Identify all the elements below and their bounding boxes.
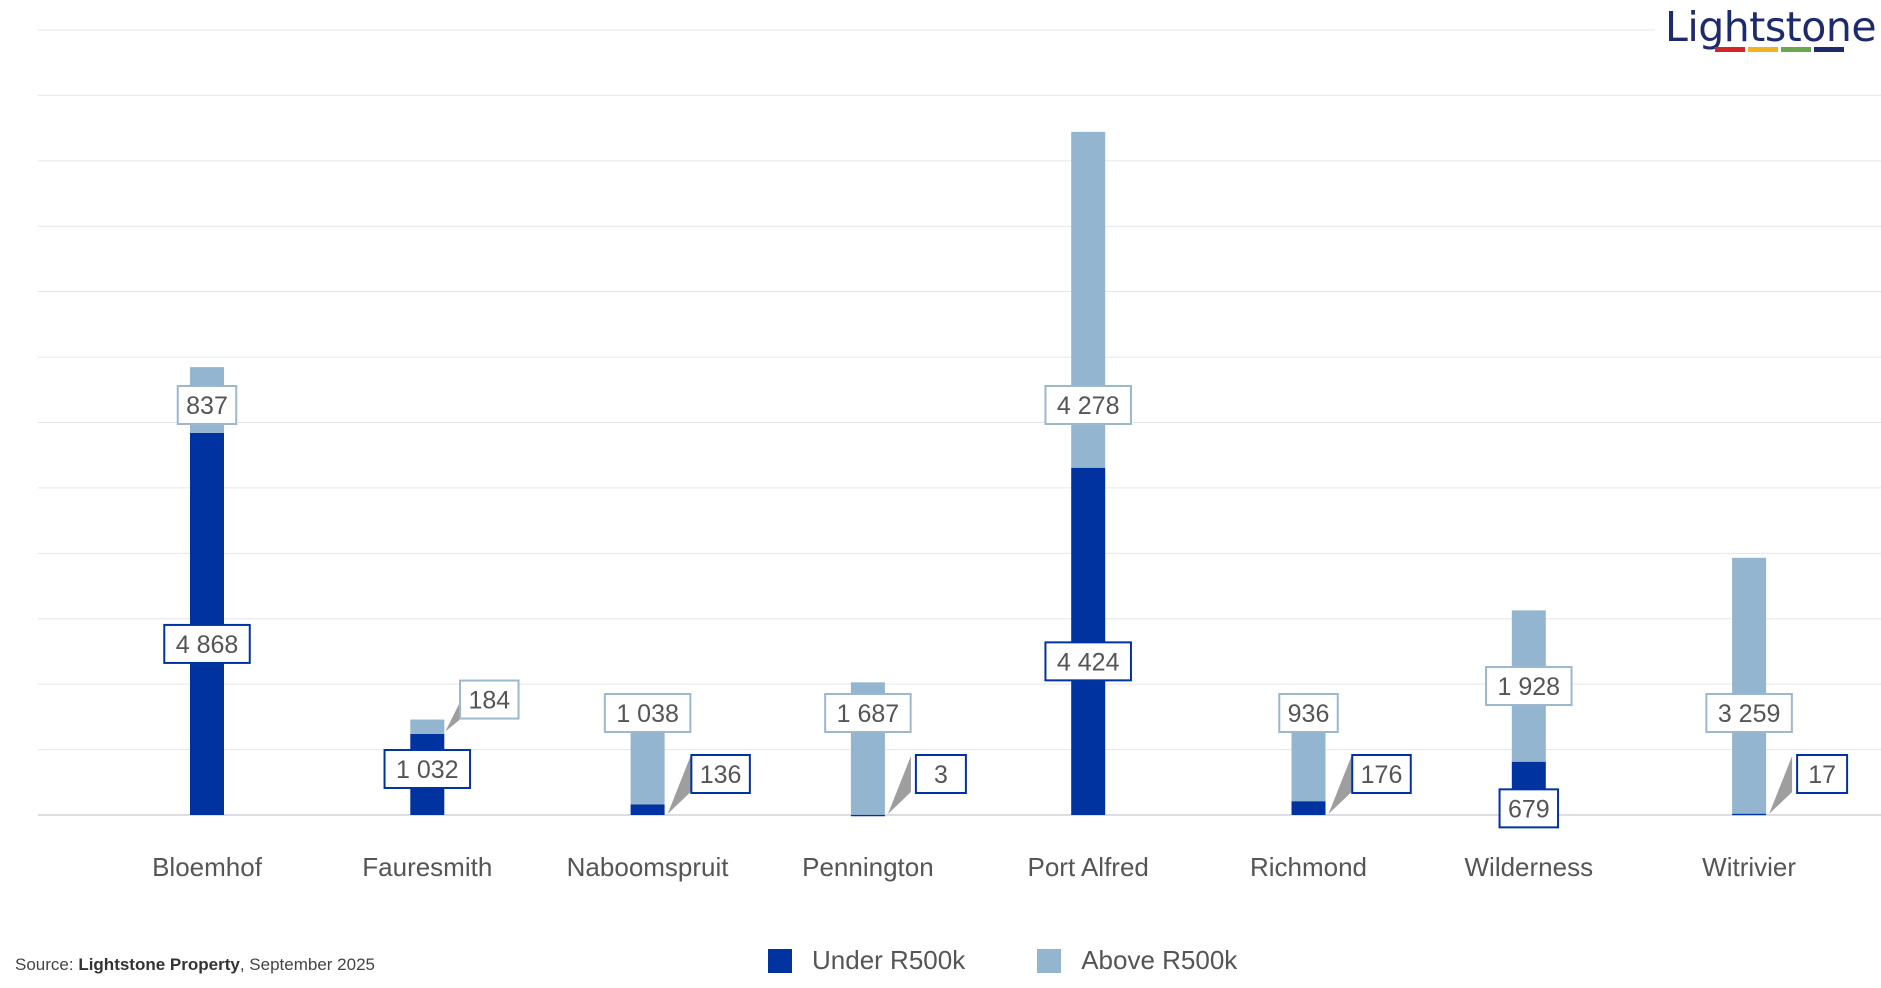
- logo-text: Lightstone: [1665, 3, 1877, 51]
- legend-swatch-above: [1037, 948, 1062, 973]
- data-labels: 4 868 837 1 032 184 136 1 038 3 1 687 4 424 4 278…: [163, 385, 1849, 829]
- grid-lines: [38, 29, 1881, 816]
- bar-above-richmond: [1291, 727, 1326, 802]
- x-tick-wilderness: Wilderness: [1465, 852, 1594, 882]
- legend-item-under: Under R500k: [768, 945, 965, 976]
- bar-above-naboomspruit: [630, 722, 665, 805]
- label-under-richmond: 176: [1351, 754, 1412, 794]
- label-under-port-alfred-box: [1044, 641, 1132, 682]
- label-above-witrivier-box: [1705, 693, 1793, 733]
- label-under-port-alfred: 4 424: [1044, 641, 1132, 682]
- source-note: Source: Lightstone Property, September 2…: [15, 955, 375, 975]
- label-under-pennington: 3: [914, 754, 967, 794]
- label-above-richmond-box: [1278, 693, 1339, 733]
- logo-color-bars: [1715, 47, 1847, 52]
- label-above-bloemhof: 837: [176, 385, 238, 425]
- label-under-richmond-box: [1351, 754, 1412, 794]
- x-tick-port-alfred: Port Alfred: [1027, 852, 1148, 882]
- callout-pointer-under-witrivier: [1769, 756, 1793, 814]
- callout-pointer-under-richmond: [1328, 756, 1352, 814]
- label-above-richmond: 936: [1278, 693, 1339, 733]
- label-under-witrivier-box: [1796, 754, 1849, 794]
- label-under-fauresmith: 1 032: [383, 748, 472, 789]
- x-tick-fauresmith: Fauresmith: [362, 852, 492, 882]
- label-above-witrivier-text: 3 259: [1718, 700, 1781, 728]
- legend-swatch-under: [768, 948, 792, 973]
- chart-canvas: 4 868 837 1 032 184 136 1 038 3 1 687 4 424 4 278…: [38, 29, 1881, 882]
- label-under-witrivier: 17: [1796, 754, 1849, 794]
- legend-label-under: Under R500k: [812, 945, 966, 975]
- bar-under-richmond: [1291, 801, 1326, 815]
- lightstone-logo: Lightstone: [1665, 2, 1877, 54]
- label-above-witrivier: 3 259: [1705, 693, 1793, 733]
- label-under-naboomspruit-box: [690, 754, 751, 794]
- label-under-fauresmith-text: 1 032: [396, 756, 459, 784]
- label-above-fauresmith-text: 184: [468, 687, 510, 715]
- label-under-richmond-text: 176: [1361, 761, 1403, 789]
- label-above-bloemhof-text: 837: [186, 392, 228, 420]
- label-above-wilderness: 1 928: [1485, 666, 1573, 707]
- bar-above-fauresmith: [410, 719, 445, 734]
- logo-bar-green: [1781, 47, 1811, 52]
- label-above-fauresmith: 184: [459, 679, 520, 720]
- logo-bar-navy: [1814, 47, 1844, 52]
- label-above-bloemhof-box: [176, 385, 238, 425]
- label-above-port-alfred-text: 4 278: [1057, 392, 1120, 420]
- bar-above-witrivier: [1732, 557, 1767, 814]
- source-prefix: Source:: [15, 955, 79, 974]
- label-under-naboomspruit-text: 136: [700, 761, 742, 789]
- label-under-witrivier-text: 17: [1808, 761, 1836, 789]
- x-tick-richmond: Richmond: [1250, 852, 1367, 882]
- source-suffix: , September 2025: [239, 955, 375, 974]
- label-above-pennington-text: 1 687: [837, 700, 900, 728]
- legend-label-above: Above R500k: [1081, 945, 1238, 975]
- legend-item-above: Above R500k: [1037, 945, 1237, 976]
- label-above-wilderness-box: [1485, 666, 1573, 707]
- logo-bar-yellow: [1748, 47, 1778, 52]
- chart-legend: Under R500k Above R500k: [768, 945, 1309, 976]
- label-above-richmond-text: 936: [1288, 700, 1330, 728]
- x-tick-naboomspruit: Naboomspruit: [567, 852, 730, 882]
- label-under-pennington-text: 3: [934, 761, 948, 789]
- label-under-naboomspruit: 136: [690, 754, 751, 794]
- source-name: Lightstone Property: [78, 955, 240, 974]
- label-under-wilderness-box: [1498, 788, 1560, 829]
- label-under-pennington-box: [914, 754, 967, 794]
- bar-under-witrivier: [1732, 813, 1767, 816]
- label-above-pennington-box: [824, 693, 912, 733]
- label-under-wilderness-text: 679: [1508, 795, 1550, 823]
- label-above-naboomspruit-text: 1 038: [616, 700, 679, 728]
- x-tick-witrivier: Witrivier: [1702, 852, 1796, 882]
- label-under-port-alfred-text: 4 424: [1057, 648, 1120, 676]
- label-above-fauresmith-box: [459, 679, 520, 720]
- callout-pointer-under-pennington: [887, 756, 911, 814]
- label-above-port-alfred: 4 278: [1044, 385, 1132, 425]
- label-under-bloemhof-text: 4 868: [176, 631, 239, 659]
- label-above-pennington: 1 687: [824, 693, 912, 733]
- label-above-wilderness-text: 1 928: [1498, 673, 1561, 701]
- bar-under-pennington: [850, 814, 885, 817]
- label-under-wilderness: 679: [1498, 788, 1560, 829]
- label-above-naboomspruit-box: [603, 693, 692, 733]
- label-above-naboomspruit: 1 038: [603, 693, 692, 733]
- callout-pointer-under-naboomspruit: [667, 756, 691, 814]
- x-tick-pennington: Pennington: [802, 852, 934, 882]
- label-above-port-alfred-box: [1044, 385, 1132, 425]
- bars: [190, 131, 1767, 817]
- label-under-fauresmith-box: [383, 748, 472, 789]
- x-axis-tick-labels: Bloemhof Fauresmith Naboomspruit Pennington…: [152, 852, 1796, 882]
- bar-under-naboomspruit: [630, 804, 665, 815]
- logo-bar-red: [1715, 47, 1745, 52]
- label-under-bloemhof-box: [163, 623, 251, 664]
- x-tick-bloemhof: Bloemhof: [152, 852, 263, 882]
- label-under-bloemhof: 4 868: [163, 623, 251, 664]
